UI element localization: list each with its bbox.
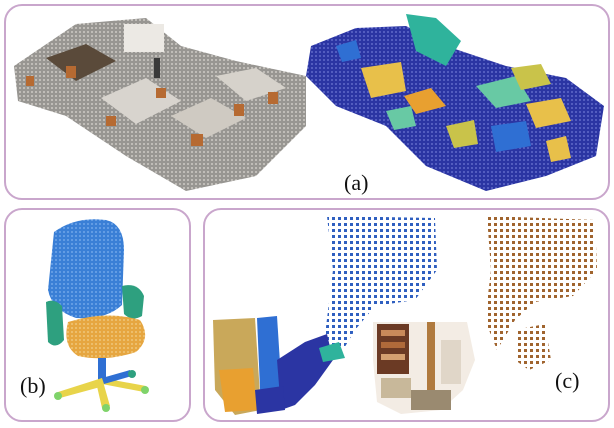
panel-c: (c) [203, 208, 610, 422]
room-photo-inset [373, 322, 475, 414]
panel-a-label: (a) [344, 170, 369, 195]
panel-b: (b) [4, 208, 191, 422]
panel-a: (a) [4, 4, 610, 200]
scene-rgb-pointcloud [14, 18, 306, 191]
scan-segmentation-pointcloud [213, 216, 437, 415]
panel-b-label: (b) [20, 373, 46, 398]
room-scan-figure [213, 216, 597, 415]
chair-pointcloud-figure [46, 219, 149, 412]
panel-c-label: (c) [555, 368, 580, 393]
scan-rgb-pointcloud [485, 216, 597, 370]
scene-pointcloud-figure [14, 14, 604, 191]
chair-segmentation-pointcloud [46, 219, 149, 412]
scene-segmentation-pointcloud [306, 14, 604, 191]
